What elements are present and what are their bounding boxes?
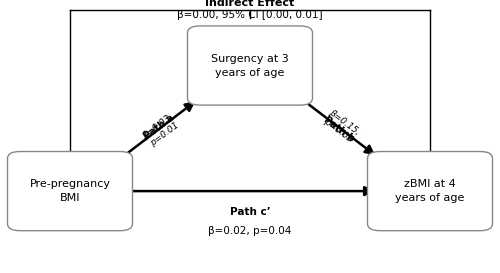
- Text: β=0.15,
p=0.03: β=0.15, p=0.03: [321, 108, 362, 145]
- Text: β=0.03,
p=0.01: β=0.03, p=0.01: [141, 112, 182, 149]
- Text: β=0.02, p=0.04: β=0.02, p=0.04: [208, 226, 292, 236]
- Text: zBMI at 4
years of age: zBMI at 4 years of age: [396, 179, 464, 203]
- FancyBboxPatch shape: [188, 26, 312, 105]
- FancyBboxPatch shape: [8, 152, 132, 231]
- Text: Indirect Effect: Indirect Effect: [206, 0, 294, 8]
- FancyBboxPatch shape: [368, 152, 492, 231]
- Text: Pre-pregnancy
BMI: Pre-pregnancy BMI: [30, 179, 110, 203]
- Text: β=0.00, 95% CI [0.00, 0.01]: β=0.00, 95% CI [0.00, 0.01]: [177, 10, 323, 20]
- Text: Surgency at 3
years of age: Surgency at 3 years of age: [211, 54, 289, 78]
- Text: Path a: Path a: [142, 112, 176, 141]
- Text: Path c’: Path c’: [230, 207, 270, 216]
- Text: Path b: Path b: [322, 115, 356, 144]
